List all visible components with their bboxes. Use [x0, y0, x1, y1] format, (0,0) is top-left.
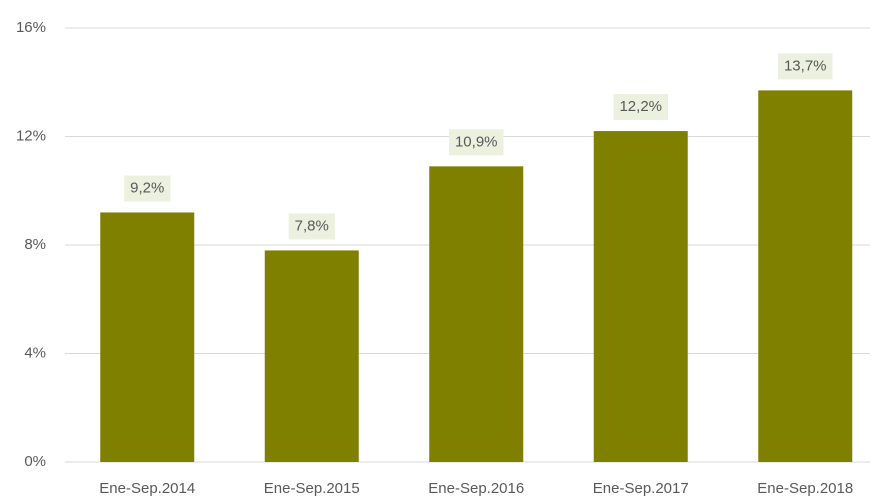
data-label: 7,8% [295, 217, 329, 234]
x-tick-label: Ene-Sep.2014 [99, 480, 195, 497]
bar [100, 212, 195, 462]
data-label-box [777, 53, 833, 80]
y-tick-label: 12% [16, 127, 46, 144]
y-tick-label: 0% [24, 453, 46, 470]
x-tick-label: Ene-Sep.2017 [593, 480, 689, 497]
data-label: 13,7% [784, 57, 827, 74]
data-label-box [288, 213, 335, 240]
bar [429, 166, 524, 462]
y-tick-label: 4% [24, 344, 46, 361]
data-label: 10,9% [455, 133, 498, 150]
data-label: 9,2% [130, 179, 164, 196]
data-label: 12,2% [619, 98, 662, 115]
y-tick-label: 8% [24, 236, 46, 253]
data-label-box [124, 175, 171, 202]
data-label-box [448, 129, 504, 156]
x-tick-label: Ene-Sep.2018 [757, 480, 853, 497]
x-tick-label: Ene-Sep.2016 [428, 480, 524, 497]
bar [758, 90, 853, 462]
y-tick-label: 16% [16, 19, 46, 36]
data-label-box [613, 94, 669, 121]
bar [264, 250, 359, 462]
x-tick-label: Ene-Sep.2015 [264, 480, 360, 497]
bar [593, 131, 688, 462]
